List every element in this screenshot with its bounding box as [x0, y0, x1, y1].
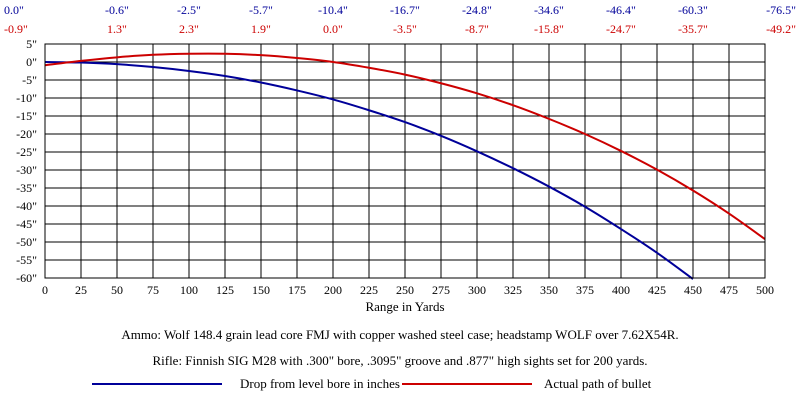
top-label-drop: -2.5": [177, 3, 201, 17]
top-label-drop: -76.5": [766, 3, 796, 17]
top-label-drop: -60.3": [678, 3, 708, 17]
x-tick-label: 450: [684, 283, 702, 297]
x-tick-labels: 0 25 50 75 100 125 150 175 200 225 250 275 300 325 350…: [42, 283, 774, 297]
legend-label-drop: Drop from level bore in inches: [240, 376, 400, 391]
trajectory-chart: 0.0" -0.9" -0.6" 1.3" -2.5" 2.3" -5.7" 1.9" -10.…: [4, 3, 796, 314]
x-tick-label: 400: [612, 283, 630, 297]
legend-swatch-path: [402, 383, 532, 385]
y-tick-label: 0": [26, 55, 37, 69]
x-tick-label: 50: [111, 283, 123, 297]
y-tick-label: -45": [16, 217, 37, 231]
x-tick-label: 0: [42, 283, 48, 297]
y-tick-label: -55": [16, 253, 37, 267]
x-tick-label: 100: [180, 283, 198, 297]
legend-item-drop: Drop from level bore in inches: [92, 376, 432, 392]
y-tick-label: -20": [16, 127, 37, 141]
top-label-drop: -46.4": [606, 3, 636, 17]
x-tick-label: 125: [216, 283, 234, 297]
top-label-path: 0.0": [323, 22, 343, 36]
x-tick-label: 250: [396, 283, 414, 297]
x-tick-label: 75: [147, 283, 159, 297]
x-tick-label: 25: [75, 283, 87, 297]
top-label-path: 1.9": [251, 22, 271, 36]
plot-frame: [44, 43, 766, 279]
y-tick-label: -40": [16, 199, 37, 213]
top-label-path: -35.7": [678, 22, 708, 36]
x-tick-label: 325: [504, 283, 522, 297]
y-tick-label: -50": [16, 235, 37, 249]
y-tick-label: -5": [22, 73, 37, 87]
y-tick-label: -15": [16, 109, 37, 123]
y-tick-label: -25": [16, 145, 37, 159]
x-tick-label: 425: [648, 283, 666, 297]
top-label-drop: -16.7": [390, 3, 420, 17]
chart-grid: [45, 44, 765, 278]
top-value-labels: 0.0" -0.9" -0.6" 1.3" -2.5" 2.3" -5.7" 1.9" -10.…: [4, 3, 796, 36]
top-label-path: -3.5": [393, 22, 417, 36]
x-tick-label: 300: [468, 283, 486, 297]
x-axis-label: Range in Yards: [365, 299, 444, 314]
x-tick-label: 500: [756, 283, 774, 297]
x-tick-label: 350: [540, 283, 558, 297]
x-tick-label: 200: [324, 283, 342, 297]
top-label-drop: -24.8": [462, 3, 492, 17]
top-label-path: 2.3": [179, 22, 199, 36]
y-tick-label: -10": [16, 91, 37, 105]
x-tick-label: 375: [576, 283, 594, 297]
series-line-drop: [44, 61, 694, 280]
ammo-note: Ammo: Wolf 148.4 grain lead core FMJ wit…: [121, 327, 679, 342]
x-tick-label: 275: [432, 283, 450, 297]
y-tick-label: -60": [16, 271, 37, 285]
top-label-path: -0.9": [4, 22, 28, 36]
legend-swatch-drop: [92, 383, 222, 385]
series-line-path: [44, 52, 766, 240]
top-label-path: -24.7": [606, 22, 636, 36]
legend-label-path: Actual path of bullet: [544, 376, 652, 391]
x-tick-label: 175: [288, 283, 306, 297]
top-label-path: -8.7": [465, 22, 489, 36]
y-tick-label: -35": [16, 181, 37, 195]
legend-item-path: Actual path of bullet: [402, 376, 702, 392]
top-label-drop: -10.4": [318, 3, 348, 17]
top-label-drop: -5.7": [249, 3, 273, 17]
y-tick-label: 5": [26, 37, 37, 51]
top-label-path: 1.3": [107, 22, 127, 36]
top-label-drop: -34.6": [534, 3, 564, 17]
y-tick-label: -30": [16, 163, 37, 177]
top-label-path: -15.8": [534, 22, 564, 36]
top-label-path: -49.2": [766, 22, 796, 36]
rifle-note: Rifle: Finnish SIG M28 with .300" bore, …: [152, 353, 648, 368]
x-tick-label: 225: [360, 283, 378, 297]
x-tick-label: 150: [252, 283, 270, 297]
top-label-drop: 0.0": [4, 3, 24, 17]
chart-series-layer: [44, 52, 766, 280]
y-tick-labels: 5" 0" -5" -10" -15" -20" -25" -30" -35" -40" -45" -…: [16, 37, 37, 285]
x-tick-label: 475: [720, 283, 738, 297]
top-label-drop: -0.6": [105, 3, 129, 17]
